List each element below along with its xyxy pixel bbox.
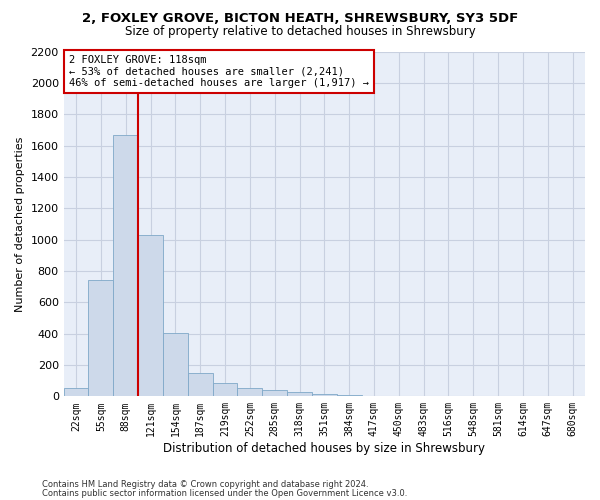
Bar <box>287 392 312 396</box>
Bar <box>312 394 337 396</box>
Bar <box>238 388 262 396</box>
Bar <box>88 280 113 396</box>
Text: Contains HM Land Registry data © Crown copyright and database right 2024.: Contains HM Land Registry data © Crown c… <box>42 480 368 489</box>
Bar <box>262 390 287 396</box>
Bar <box>337 395 362 396</box>
Bar <box>212 383 238 396</box>
Bar <box>138 235 163 396</box>
X-axis label: Distribution of detached houses by size in Shrewsbury: Distribution of detached houses by size … <box>163 442 485 455</box>
Y-axis label: Number of detached properties: Number of detached properties <box>15 136 25 312</box>
Text: Contains public sector information licensed under the Open Government Licence v3: Contains public sector information licen… <box>42 488 407 498</box>
Bar <box>113 134 138 396</box>
Bar <box>188 373 212 396</box>
Text: 2 FOXLEY GROVE: 118sqm
← 53% of detached houses are smaller (2,241)
46% of semi-: 2 FOXLEY GROVE: 118sqm ← 53% of detached… <box>69 55 369 88</box>
Bar <box>163 333 188 396</box>
Bar <box>64 388 88 396</box>
Text: 2, FOXLEY GROVE, BICTON HEATH, SHREWSBURY, SY3 5DF: 2, FOXLEY GROVE, BICTON HEATH, SHREWSBUR… <box>82 12 518 26</box>
Text: Size of property relative to detached houses in Shrewsbury: Size of property relative to detached ho… <box>125 25 475 38</box>
